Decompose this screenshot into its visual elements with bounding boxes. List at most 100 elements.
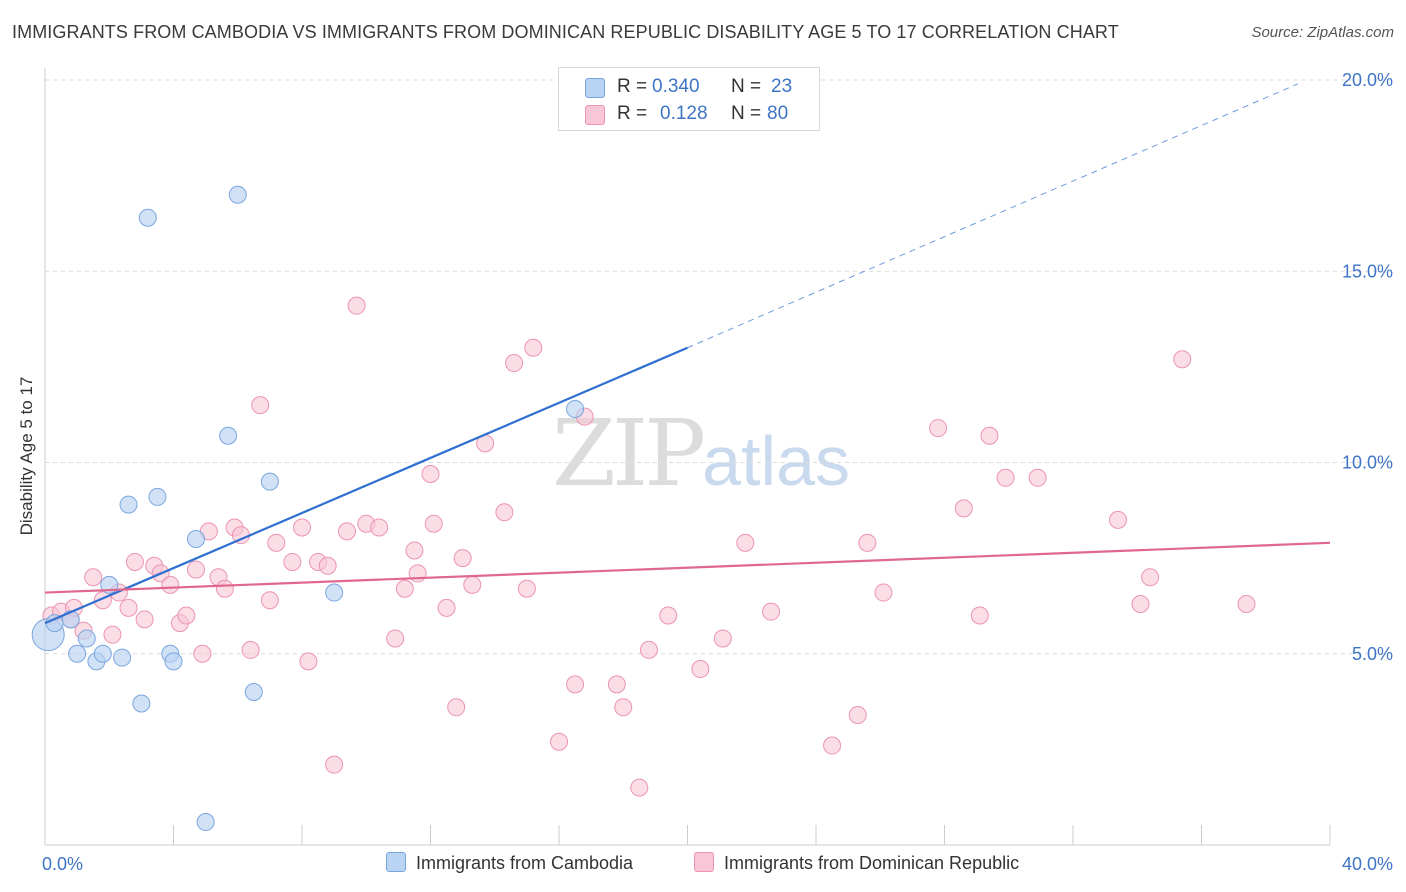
- data-point-cambodia: [325, 583, 344, 602]
- data-point-cambodia: [196, 813, 215, 832]
- data-point-dominican: [517, 579, 536, 598]
- data-point-dominican: [370, 518, 389, 537]
- data-point-cambodia: [138, 208, 157, 227]
- data-point-cambodia: [219, 426, 238, 445]
- trendline-cambodia-extension: [687, 83, 1299, 349]
- data-point-dominican: [251, 396, 270, 415]
- chart-title: IMMIGRANTS FROM CAMBODIA VS IMMIGRANTS F…: [12, 22, 1119, 42]
- data-point-dominican: [524, 338, 543, 357]
- data-point-dominican: [929, 419, 948, 438]
- data-point-dominican: [659, 606, 678, 625]
- data-point-dominican: [437, 598, 456, 617]
- data-point-dominican: [395, 579, 414, 598]
- legend-n-value-cambodia: 23: [771, 76, 793, 97]
- data-point-dominican: [405, 541, 424, 560]
- data-point-dominican: [630, 778, 649, 797]
- source-credit: Source: ZipAtlas.com: [1251, 24, 1394, 41]
- data-point-dominican: [386, 629, 405, 648]
- data-point-cambodia: [61, 610, 80, 629]
- bottom-legend-label-cambodia: Immigrants from Cambodia: [416, 853, 634, 873]
- data-point-dominican: [566, 675, 585, 694]
- data-point-dominican: [421, 464, 440, 483]
- data-point-dominican: [318, 556, 337, 575]
- bottom-legend-label-dominican: Immigrants from Dominican Republic: [724, 853, 1020, 873]
- data-point-dominican: [550, 732, 568, 751]
- y-tick-label: 15.0%: [1342, 261, 1393, 281]
- data-point-dominican: [874, 583, 893, 602]
- data-point-dominican: [954, 499, 973, 518]
- data-point-dominican: [453, 549, 472, 568]
- x-tick-label: 40.0%: [1342, 854, 1393, 874]
- trendline-cambodia: [44, 346, 688, 625]
- data-point-cambodia: [68, 644, 87, 663]
- legend-swatch-dominican: [585, 105, 605, 125]
- data-point-cambodia: [93, 644, 112, 663]
- data-point-dominican: [260, 591, 279, 610]
- y-axis-label: Disability Age 5 to 17: [17, 376, 36, 536]
- bottom-legend-cambodia: Immigrants from Cambodia: [386, 852, 633, 876]
- data-point-dominican: [1237, 595, 1256, 614]
- trendline-dominican: [44, 541, 1331, 594]
- data-point-dominican: [1131, 595, 1150, 614]
- data-point-cambodia: [260, 472, 279, 491]
- legend-n-label: N =: [731, 76, 762, 97]
- data-point-cambodia: [228, 185, 247, 204]
- data-point-dominican: [186, 560, 205, 579]
- legend-r-label: R =: [617, 76, 648, 97]
- data-point-dominican: [463, 575, 482, 594]
- data-point-dominican: [424, 514, 443, 533]
- data-point-dominican: [1028, 468, 1047, 487]
- data-point-cambodia: [186, 530, 205, 548]
- data-point-dominican: [103, 625, 122, 644]
- data-point-dominican: [119, 598, 138, 617]
- data-point-dominican: [135, 610, 154, 629]
- bottom-legend-swatch-cambodia: [386, 852, 406, 872]
- bottom-legend-dominican: Immigrants from Dominican Republic: [694, 852, 1019, 876]
- data-point-dominican: [762, 602, 781, 621]
- watermark: ZIPatlas: [552, 400, 850, 507]
- data-point-dominican: [691, 660, 710, 679]
- data-point-cambodia: [244, 683, 263, 701]
- data-point-dominican: [215, 579, 234, 598]
- data-point-cambodia: [132, 694, 151, 713]
- data-point-cambodia: [148, 487, 167, 506]
- data-point-cambodia: [77, 629, 96, 648]
- data-point-cambodia: [119, 495, 138, 514]
- y-tick-label: 5.0%: [1352, 644, 1393, 664]
- data-point-dominican: [447, 698, 466, 717]
- data-point-dominican: [970, 606, 989, 625]
- data-point-dominican: [241, 640, 260, 659]
- data-point-dominican: [84, 568, 103, 587]
- x-tick-label: 0.0%: [42, 854, 83, 874]
- bottom-legend-swatch-dominican: [694, 852, 714, 872]
- legend-r-value-dominican: 0.128: [660, 103, 708, 124]
- data-point-dominican: [347, 296, 366, 315]
- data-point-dominican: [177, 606, 196, 625]
- data-point-dominican: [848, 705, 867, 724]
- watermark-atlas: atlas: [702, 422, 851, 500]
- data-point-cambodia: [164, 652, 183, 671]
- data-point-dominican: [1173, 350, 1192, 369]
- data-point-dominican: [193, 644, 212, 663]
- data-point-dominican: [1141, 568, 1160, 587]
- data-point-dominican: [161, 575, 180, 594]
- data-point-dominican: [996, 468, 1015, 487]
- data-point-dominican: [283, 552, 302, 571]
- data-point-dominican: [713, 629, 732, 648]
- data-point-cambodia: [113, 648, 132, 667]
- legend-swatch-cambodia: [585, 78, 605, 98]
- data-point-dominican: [607, 675, 626, 694]
- data-point-dominican: [639, 640, 658, 659]
- data-point-dominican: [125, 552, 144, 571]
- data-point-dominican: [980, 426, 999, 445]
- data-point-dominican: [299, 652, 318, 671]
- data-point-dominican: [736, 533, 755, 552]
- y-tick-label: 20.0%: [1342, 70, 1393, 90]
- legend-r-label: R =: [617, 103, 648, 124]
- data-point-dominican: [293, 518, 311, 537]
- data-point-dominican: [1108, 510, 1127, 529]
- data-point-dominican: [337, 522, 356, 541]
- data-point-dominican: [614, 698, 633, 717]
- data-point-dominican: [505, 354, 524, 373]
